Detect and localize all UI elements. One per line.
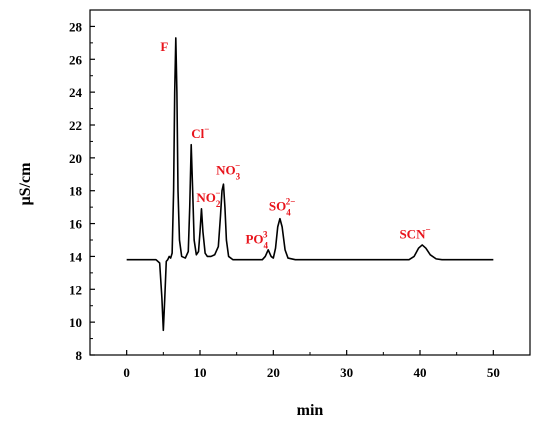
plot-frame bbox=[89, 9, 531, 356]
peak-label-NO3: NO3− bbox=[216, 160, 241, 181]
ticks: 0 10 20 30 40 50 8 10 12 14 16 18 20 22 24 26 28 bbox=[69, 19, 531, 380]
peak-label-SO4: SO42− bbox=[269, 196, 295, 217]
x-tick-label: 30 bbox=[340, 365, 353, 380]
y-tick-label: 8 bbox=[76, 348, 83, 363]
peak-label-Cl: Cl− bbox=[191, 124, 209, 141]
x-tick-label: 10 bbox=[194, 365, 207, 380]
x-axis-title: min bbox=[297, 402, 324, 419]
x-tick-label: 40 bbox=[414, 365, 427, 380]
x-tick-label: 20 bbox=[267, 365, 280, 380]
y-tick-label: 20 bbox=[69, 151, 82, 166]
y-tick-label: 22 bbox=[69, 118, 82, 133]
y-tick-label: 24 bbox=[69, 85, 83, 100]
y-tick-label: 14 bbox=[69, 249, 83, 264]
x-tick-label: 50 bbox=[487, 365, 500, 380]
x-tick-label: 0 bbox=[123, 365, 130, 380]
y-tick-label: 26 bbox=[69, 52, 83, 67]
y-tick-label: 16 bbox=[69, 217, 83, 232]
y-axis-title: μS/cm bbox=[17, 162, 34, 206]
series-layer bbox=[126, 37, 494, 332]
y-tick-label: 12 bbox=[69, 282, 82, 297]
y-tick-label: 18 bbox=[69, 184, 83, 199]
peak-label-PO4: PO43 bbox=[245, 229, 268, 250]
y-tick-label: 10 bbox=[69, 315, 82, 330]
peak-label-NO2: NO2− bbox=[196, 188, 221, 209]
peak-label-SCN: SCN− bbox=[399, 224, 430, 241]
chromatogram-line bbox=[126, 37, 494, 332]
peak-label-F: F bbox=[160, 39, 168, 54]
axes bbox=[89, 9, 531, 356]
y-tick-label: 28 bbox=[69, 19, 83, 34]
